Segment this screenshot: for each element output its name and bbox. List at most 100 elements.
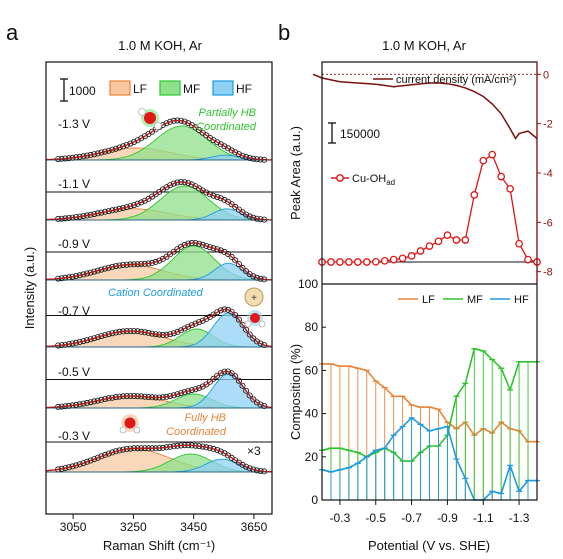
cu-oh-point <box>506 184 514 193</box>
panel-b-bottom-legend: LF MF HF <box>398 294 529 306</box>
data-point <box>127 203 134 210</box>
x-tick-label: 3450 <box>180 520 207 534</box>
data-point <box>73 462 80 469</box>
data-point <box>221 143 228 150</box>
data-point <box>196 384 203 391</box>
data-point <box>130 138 137 145</box>
potential-label: -0.7 V <box>58 304 90 318</box>
panel-b-top-plot <box>312 73 541 266</box>
x-tick-label: -0.5 <box>365 511 386 525</box>
fit-line <box>45 444 272 473</box>
data-point <box>232 312 239 319</box>
data-point <box>217 141 224 148</box>
data-point <box>214 446 221 453</box>
potential-label: -0.3 V <box>58 429 90 443</box>
x-tick-label: 3050 <box>60 520 87 534</box>
data-point <box>217 195 224 202</box>
data-point <box>94 267 101 274</box>
data-point <box>167 118 174 125</box>
cu-oh-point <box>452 236 461 244</box>
fit-line <box>46 370 273 409</box>
data-point <box>257 401 264 408</box>
data-point <box>98 453 105 460</box>
data-point <box>199 383 206 390</box>
data-point <box>76 461 83 468</box>
data-point <box>177 390 184 397</box>
data-point <box>203 242 210 249</box>
cu-oh-point <box>425 242 434 250</box>
x-tick-label: -0.9 <box>437 511 458 525</box>
cu-oh-point <box>389 255 398 264</box>
data-point <box>188 322 195 329</box>
panel-b-top-legend: current density (mA/cm²) Cu-OHad <box>331 74 516 187</box>
panel-b-bottom-plot <box>319 347 540 501</box>
panel-a-scale-bar: 1000 <box>60 78 96 102</box>
data-point <box>177 243 184 250</box>
x-tick-label: 3650 <box>241 520 268 534</box>
composition-series-hf <box>319 416 540 501</box>
data-point <box>235 151 242 158</box>
data-point <box>116 144 123 151</box>
potential-label: -0.9 V <box>58 237 90 251</box>
spectrum-5: -0.5 V <box>45 365 273 443</box>
legend-hf-swatch <box>212 80 234 96</box>
legend-cu-oh: Cu-OHad <box>352 173 395 187</box>
data-point <box>243 326 250 333</box>
cu-oh-point <box>434 237 443 246</box>
data-point <box>127 140 134 147</box>
data-point <box>250 273 257 280</box>
annotation-times3: ×3 <box>247 444 261 458</box>
data-point <box>250 396 257 403</box>
data-point <box>134 200 141 207</box>
cu-oh-point <box>345 258 353 266</box>
data-point <box>181 388 188 395</box>
spectrum-2: -1.1 V <box>45 177 273 253</box>
y2-tick-label: -4 <box>543 168 553 180</box>
panel-a-y-label: Intensity (a.u.) <box>22 247 37 329</box>
annotation-fully-hb-2: Coordinated <box>166 426 227 438</box>
data-point <box>185 179 192 186</box>
data-point <box>84 458 91 465</box>
panel-a-title: 1.0 M KOH, Ar <box>118 38 202 53</box>
data-point <box>243 153 250 160</box>
data-point <box>80 460 87 467</box>
y-tick-label: 40 <box>305 407 319 421</box>
data-point <box>228 253 235 260</box>
data-point <box>232 149 239 156</box>
x-tick-label: -1.3 <box>509 511 530 525</box>
data-point <box>181 118 188 125</box>
data-point <box>203 189 210 196</box>
data-point <box>181 325 188 332</box>
panel-b-x-label: Potential (V vs. SHE) <box>368 538 490 553</box>
data-point <box>84 337 91 344</box>
cu-oh-point <box>515 239 523 248</box>
spectrum-6: -0.3 V <box>45 429 273 475</box>
data-point <box>105 147 112 154</box>
panel-b-scale-bar: 150000 <box>328 122 380 144</box>
data-point <box>217 307 224 314</box>
data-point <box>246 465 253 472</box>
data-point <box>228 370 235 377</box>
y-tick-label: 20 <box>305 450 319 464</box>
panel-a-legend: LF MF HF <box>109 80 252 96</box>
cu-oh-point <box>380 256 389 265</box>
data-point <box>232 257 239 264</box>
data-point <box>246 392 253 399</box>
data-point <box>163 184 170 191</box>
data-point <box>94 454 101 461</box>
data-point <box>199 241 206 248</box>
data-point <box>243 211 250 218</box>
data-point <box>235 377 242 384</box>
panel-a-frame <box>45 61 273 515</box>
panel-b-top-y-label: Peak Area (a.u.) <box>288 126 303 220</box>
panel-b-bottom-y-label: Composition (%) <box>288 344 303 440</box>
fit-line <box>45 242 273 281</box>
y-tick-label: 100 <box>298 277 318 291</box>
data-point <box>120 143 127 150</box>
panel-a-x-axis: 3050 3250 3450 3650 <box>60 514 268 534</box>
x-tick-label: 3250 <box>120 520 147 534</box>
cu-oh-point <box>443 231 452 240</box>
data-point <box>102 451 109 458</box>
legend-b-hf: HF <box>514 294 529 306</box>
cu-oh-point <box>407 252 416 260</box>
